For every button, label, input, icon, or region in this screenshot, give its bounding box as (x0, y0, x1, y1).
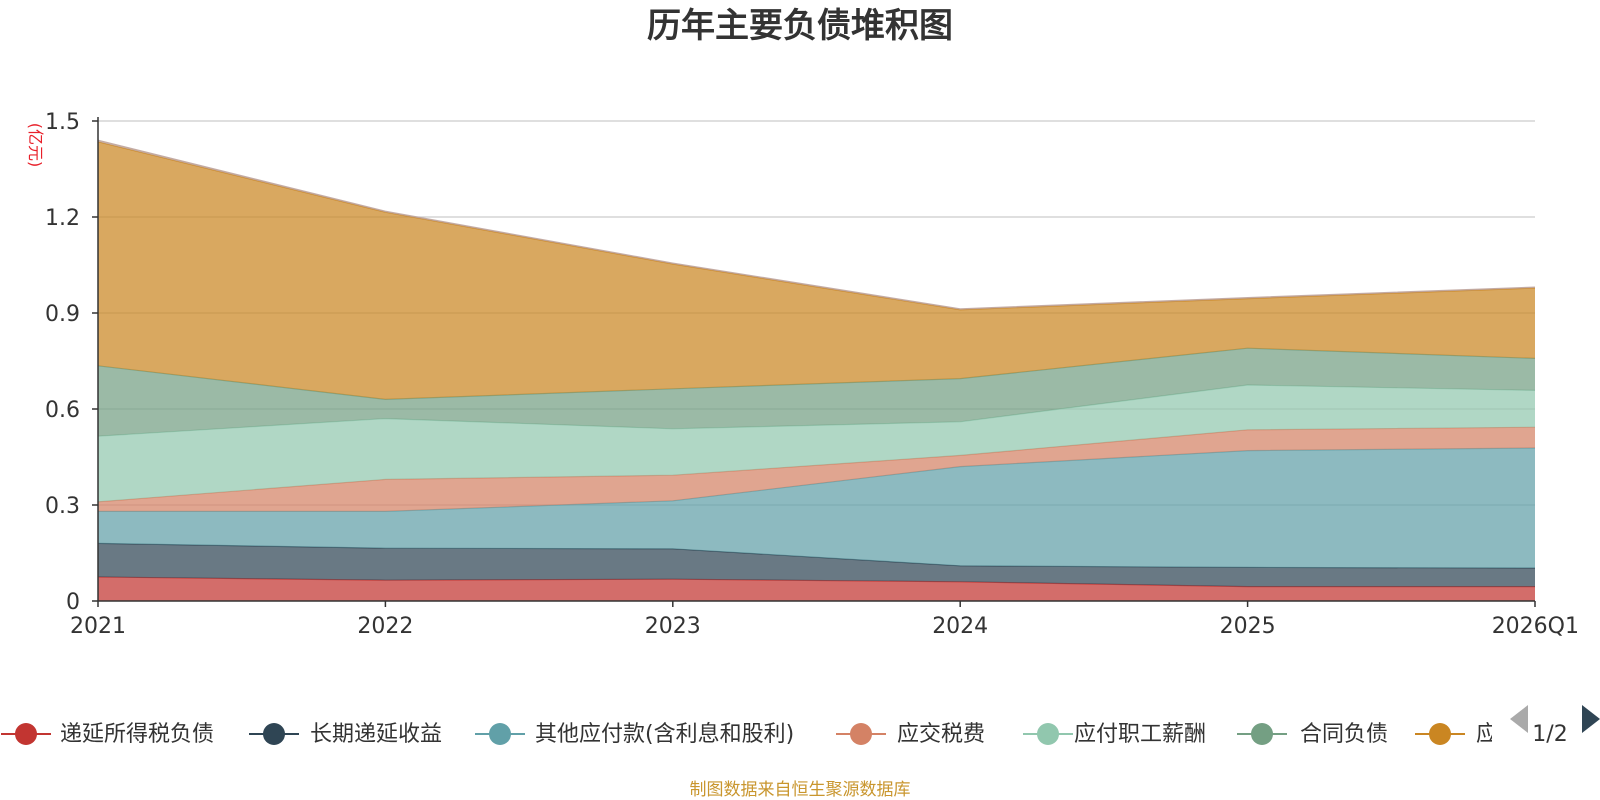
legend-label: 长期递延收益 (310, 722, 442, 747)
legend-marker-icon (1251, 723, 1273, 745)
area-series-5[interactable] (98, 348, 1535, 437)
legend-label: 应付职工薪酬 (1074, 722, 1206, 747)
y-tick-label: 1.5 (45, 110, 80, 135)
legend-label: 递延所得税负债 (60, 722, 214, 747)
legend-marker-icon (263, 723, 285, 745)
legend-marker-icon (1429, 723, 1451, 745)
y-tick-label: 0.6 (45, 398, 80, 423)
area-series-0[interactable] (98, 577, 1535, 601)
x-tick-label: 2022 (357, 614, 413, 639)
area-series (97, 139, 1536, 601)
legend-marker-icon (489, 723, 511, 745)
y-tick-label: 0.3 (45, 494, 80, 519)
x-tick-label: 2026Q1 (1492, 614, 1579, 639)
legend-prev-page-icon[interactable] (1510, 705, 1528, 733)
legend-item[interactable]: 长期递延收益 (249, 722, 442, 747)
axes: 0 0.3 0.6 0.9 1.2 1.5 2021 2022 2023 2024 2025 2026… (45, 110, 1579, 639)
legend-marker-icon (850, 723, 872, 745)
x-tick-label: 2021 (70, 614, 126, 639)
x-tick-label: 2024 (932, 614, 988, 639)
legend-item[interactable]: 合同负债 (1237, 722, 1388, 747)
legend-item[interactable]: 递延所得税负债 (1, 722, 214, 747)
legend-marker-icon (1037, 723, 1059, 745)
area-series-2[interactable] (98, 448, 1535, 568)
x-tick-label: 2025 (1220, 614, 1276, 639)
y-tick-label: 0 (66, 590, 80, 615)
y-axis-unit-label: (亿元) (26, 123, 45, 168)
legend-label: 应交税费 (897, 722, 985, 747)
x-tick-label: 2023 (645, 614, 701, 639)
chart-title: 历年主要负债堆积图 (647, 6, 953, 46)
legend-item[interactable]: 应付账款 (1415, 722, 1564, 747)
area-series-6[interactable] (98, 141, 1535, 400)
legend-item[interactable]: 应付职工薪酬 (1023, 722, 1206, 747)
y-tick-label: 0.9 (45, 302, 80, 327)
data-source-note: 制图数据来自恒生聚源数据库 (690, 780, 911, 800)
legend-marker-icon (15, 723, 37, 745)
area-series-1[interactable] (98, 543, 1535, 587)
area-series-line-7 (97, 139, 1536, 310)
y-tick-label: 1.2 (45, 206, 80, 231)
area-series-4[interactable] (98, 385, 1535, 502)
legend-pager: 1/2 (1510, 705, 1600, 747)
area-series-3[interactable] (98, 427, 1535, 512)
legend-item[interactable]: 其他应付款(含利息和股利) (475, 722, 794, 747)
legend-label: 应付账款 (1476, 722, 1564, 747)
legend-label: 其他应付款(含利息和股利) (535, 722, 794, 747)
legend: 递延所得税负债 长期递延收益 其他应付款(含利息和股利) 应交税费 应付职工薪酬 合同负债… (1, 722, 1564, 747)
legend-item[interactable]: 应交税费 (836, 722, 985, 747)
legend-page-indicator: 1/2 (1532, 722, 1567, 747)
legend-label: 合同负债 (1300, 722, 1388, 747)
legend-next-page-icon[interactable] (1582, 705, 1600, 733)
